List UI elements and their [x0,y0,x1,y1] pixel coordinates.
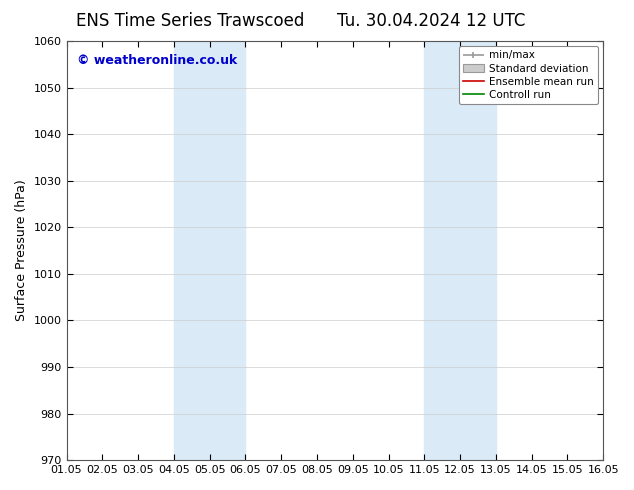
Bar [174,41,245,460]
Text: © weatheronline.co.uk: © weatheronline.co.uk [77,53,238,67]
Text: ENS Time Series Trawscoed: ENS Time Series Trawscoed [76,12,304,30]
Y-axis label: Surface Pressure (hPa): Surface Pressure (hPa) [15,180,28,321]
Bar [424,41,496,460]
Text: Tu. 30.04.2024 12 UTC: Tu. 30.04.2024 12 UTC [337,12,526,30]
Legend: min/max, Standard deviation, Ensemble mean run, Controll run: min/max, Standard deviation, Ensemble me… [459,46,598,104]
